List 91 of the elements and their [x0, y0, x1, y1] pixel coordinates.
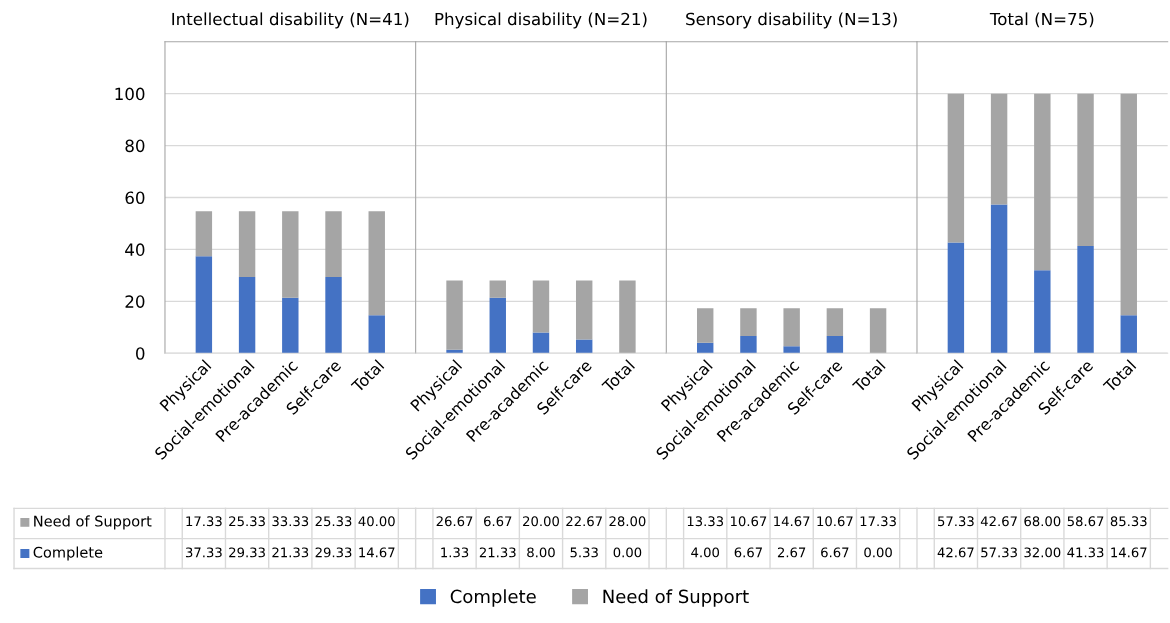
data-label: 0.00	[613, 547, 642, 558]
bar	[697, 342, 714, 354]
data-label: 29.33	[229, 547, 265, 558]
bar	[325, 211, 342, 278]
bar	[740, 308, 757, 336]
bar	[947, 93, 965, 243]
data-label: 4.00	[691, 547, 720, 558]
bar	[619, 280, 636, 354]
data-label: 6.67	[821, 547, 849, 558]
legend-label: Complete	[33, 546, 103, 561]
data-label: 21.33	[272, 547, 309, 558]
data-label: 42.67	[980, 516, 1017, 527]
data-label: 68.00	[1024, 516, 1061, 527]
data-label: 22.67	[566, 516, 602, 527]
bar	[532, 332, 550, 354]
y-tick-label: 20	[125, 295, 145, 308]
chart-title: Intellectual disability (N=41)	[172, 12, 409, 29]
data-label: 14.67	[359, 547, 395, 558]
bar	[783, 308, 800, 347]
data-label: 10.67	[817, 516, 853, 527]
bar	[1120, 315, 1137, 354]
bar	[238, 211, 256, 278]
bar	[826, 308, 844, 336]
data-label: 85.33	[1110, 516, 1147, 527]
data-label: 25.33	[229, 516, 265, 527]
bar	[990, 204, 1008, 354]
bar	[282, 297, 299, 354]
data-label: 14.67	[1111, 547, 1147, 558]
data-label: 57.33	[981, 547, 1017, 558]
y-tick-label: 40	[125, 243, 145, 256]
bar	[783, 346, 800, 354]
legend-label: Need of Support	[603, 589, 749, 607]
chart-title: Physical disability (N=21)	[435, 12, 647, 29]
bar	[947, 242, 965, 354]
data-label: 1.33	[441, 547, 469, 558]
data-label: 26.67	[436, 516, 473, 527]
data-label: 58.67	[1067, 516, 1104, 527]
data-label: 41.33	[1067, 547, 1104, 558]
bar	[990, 93, 1008, 205]
data-label: 6.67	[734, 547, 762, 558]
bar	[826, 335, 844, 354]
data-label: 2.67	[777, 547, 806, 558]
legend-label: Complete	[450, 589, 536, 607]
data-label: 37.33	[185, 547, 222, 558]
bar	[195, 211, 213, 257]
data-label: 6.67	[483, 516, 512, 527]
data-label: 33.33	[272, 516, 309, 527]
bar	[532, 280, 550, 333]
data-label: 21.33	[479, 547, 516, 558]
data-label: 17.33	[186, 516, 222, 527]
bar	[1120, 93, 1137, 316]
chart-title: Sensory disability (N=13)	[686, 12, 897, 29]
bar	[446, 280, 463, 350]
bar	[368, 315, 385, 354]
bar	[368, 211, 385, 316]
data-label: 40.00	[358, 516, 395, 527]
y-tick-label: 80	[125, 139, 145, 153]
data-label: 17.33	[860, 516, 896, 527]
bar	[869, 308, 887, 354]
data-label: 5.33	[570, 547, 598, 558]
bar	[195, 256, 213, 354]
legend-label: Need of Support	[34, 515, 152, 530]
data-label: 28.00	[609, 516, 646, 527]
data-label: 42.67	[937, 547, 974, 558]
bar	[325, 277, 342, 354]
data-label: 14.67	[774, 516, 810, 527]
data-label: 0.00	[864, 547, 892, 558]
bar	[697, 308, 714, 343]
y-tick-label: 60	[125, 191, 145, 205]
bar	[238, 277, 256, 354]
bar	[575, 280, 593, 340]
y-tick-label: 0	[136, 347, 145, 360]
data-label: 25.33	[315, 516, 352, 527]
data-label: 32.00	[1024, 547, 1061, 558]
data-label: 20.00	[523, 516, 559, 527]
bar	[740, 335, 757, 354]
y-tick-label: 100	[115, 87, 145, 101]
data-label: 29.33	[315, 547, 352, 558]
bar	[575, 339, 593, 354]
bar	[1034, 93, 1051, 271]
bar	[1034, 270, 1051, 354]
data-label: 10.67	[730, 516, 767, 527]
data-label: 13.33	[687, 516, 724, 527]
data-label: 57.33	[938, 516, 974, 527]
bar	[1077, 93, 1094, 246]
chart-title: Total (N=75)	[989, 12, 1094, 28]
data-label: 8.00	[527, 547, 555, 558]
bar	[489, 297, 506, 354]
bar	[282, 211, 299, 298]
bar	[1077, 245, 1094, 354]
bar	[489, 280, 506, 298]
